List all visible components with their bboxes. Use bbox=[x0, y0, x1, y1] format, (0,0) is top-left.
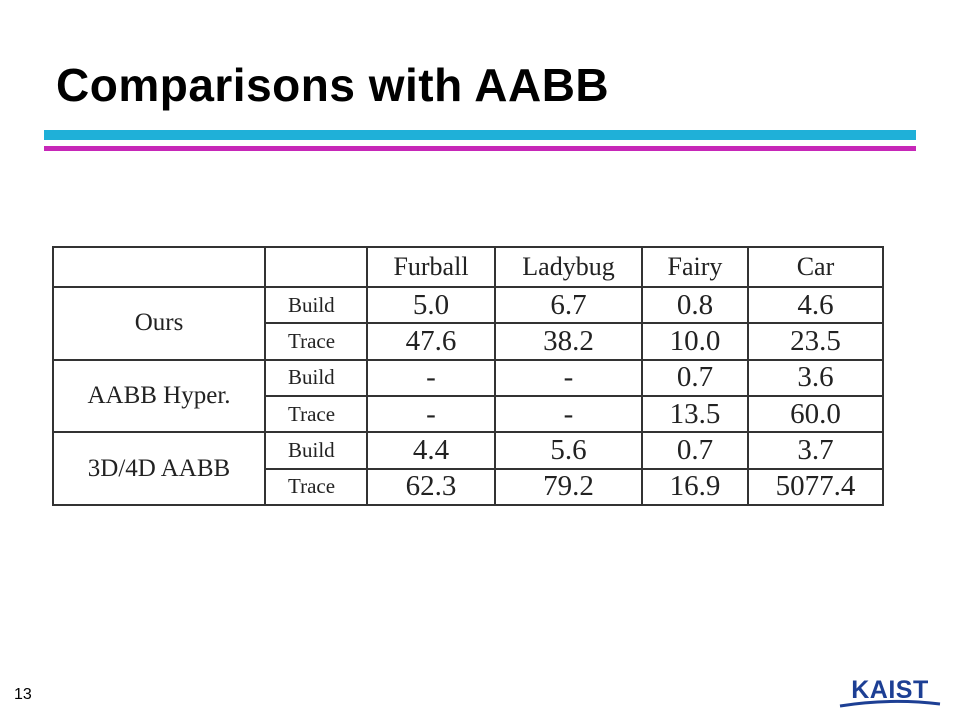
kaist-logo: KAIST bbox=[839, 676, 941, 708]
table-row: Trace 47.6 38.2 10.0 23.5 bbox=[53, 322, 884, 361]
table-cell: 4.6 bbox=[747, 285, 884, 325]
table-cell: 3.6 bbox=[747, 358, 884, 397]
slide-title: Comparisons with AABB bbox=[56, 59, 610, 111]
table-cell: 0.8 bbox=[641, 285, 749, 325]
table-cell: - bbox=[494, 358, 643, 397]
kaist-logo-text: KAIST bbox=[851, 676, 929, 704]
table-cell: - bbox=[494, 394, 643, 434]
table-row: Trace - - 13.5 60.0 bbox=[53, 394, 884, 434]
table-cell: - bbox=[366, 358, 496, 397]
title-underline-magenta bbox=[44, 146, 916, 151]
table-cell: 5.0 bbox=[366, 285, 496, 325]
column-header-furball: Furball bbox=[366, 246, 496, 288]
group-label-3d4d-aabb: 3D/4D AABB bbox=[52, 431, 266, 506]
column-header-fairy: Fairy bbox=[641, 246, 749, 288]
table-cell: 6.7 bbox=[494, 285, 643, 325]
table-cell: 4.4 bbox=[366, 431, 496, 470]
table-cell: 23.5 bbox=[747, 322, 884, 361]
row-label: Trace bbox=[264, 394, 368, 434]
comparison-table: Furball Ladybug Fairy Car Ours Build 5.0… bbox=[52, 246, 884, 507]
table-cell: - bbox=[366, 394, 496, 434]
page-number: 13 bbox=[14, 686, 32, 703]
kaist-logo-swoosh bbox=[839, 699, 941, 708]
table-row: AABB Hyper. Build - - 0.7 3.6 bbox=[52, 358, 884, 434]
table-cell: 38.2 bbox=[494, 322, 643, 361]
table-cell: 5.6 bbox=[494, 431, 643, 470]
table-cell: 3.7 bbox=[747, 431, 884, 470]
header-empty-cell bbox=[52, 246, 266, 288]
table-cell: 16.9 bbox=[641, 467, 749, 507]
row-label: Trace bbox=[264, 322, 368, 361]
table-row: Trace 62.3 79.2 16.9 5077.4 bbox=[53, 467, 884, 507]
table-cell: 5077.4 bbox=[747, 467, 884, 507]
table-cell: 13.5 bbox=[641, 394, 749, 434]
row-label: Build bbox=[264, 358, 368, 397]
column-header-car: Car bbox=[747, 246, 884, 288]
table-cell: 0.7 bbox=[641, 358, 749, 397]
group-label-aabb-hyper: AABB Hyper. bbox=[52, 358, 266, 434]
title-underline-cyan bbox=[44, 130, 916, 140]
row-label: Trace bbox=[264, 467, 368, 507]
group-label-ours: Ours bbox=[52, 286, 266, 361]
table-cell: 10.0 bbox=[641, 322, 749, 361]
table-row: Ours Build 5.0 6.7 0.8 4.6 bbox=[52, 285, 884, 361]
table-cell: 0.7 bbox=[641, 431, 749, 470]
table-cell: 62.3 bbox=[366, 467, 496, 507]
table-cell: 47.6 bbox=[366, 322, 496, 361]
row-label: Build bbox=[264, 285, 368, 325]
header-empty-cell bbox=[264, 246, 368, 288]
table-cell: 60.0 bbox=[747, 394, 884, 434]
row-label: Build bbox=[264, 431, 368, 470]
table-cell: 79.2 bbox=[494, 467, 643, 507]
column-header-ladybug: Ladybug bbox=[494, 246, 643, 288]
table-row: 3D/4D AABB Build 4.4 5.6 0.7 3.7 bbox=[52, 431, 884, 506]
table-header-row: Furball Ladybug Fairy Car bbox=[52, 246, 884, 288]
